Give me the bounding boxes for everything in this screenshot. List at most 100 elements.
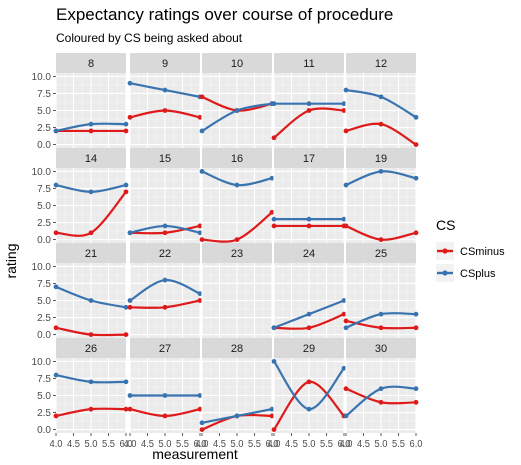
y-tick-label: 5.0 xyxy=(37,296,51,307)
data-point-CSminus xyxy=(162,304,168,310)
facet-strip-label: 12 xyxy=(375,58,387,70)
x-tick-label: 5.5 xyxy=(176,439,189,450)
legend-entry-CSplus: CSplus xyxy=(436,264,496,282)
data-point-CSplus xyxy=(162,393,168,398)
x-tick-label: 4.0 xyxy=(268,439,281,450)
data-point-CSplus xyxy=(197,291,203,297)
y-tick-label: 2.5 xyxy=(37,123,51,134)
data-point-CSminus xyxy=(123,189,129,195)
facet-panel-8: 8 0.0 2.5 5.0 7.5 10.0 xyxy=(32,53,129,151)
y-tick-label: 2.5 xyxy=(37,313,51,324)
data-point-CSminus xyxy=(343,128,349,134)
data-point-CSplus xyxy=(162,277,168,283)
x-tick-label: 6.0 xyxy=(338,439,351,450)
facet-panel-27: 27 4.0 4.5 5.0 5.5 6.0 xyxy=(124,338,207,450)
data-point-CSplus xyxy=(343,413,349,419)
data-point-CSplus xyxy=(343,325,349,331)
facet-panel-29: 29 4.0 4.5 5.0 5.5 6.0 xyxy=(268,338,351,450)
facet-strip xyxy=(346,148,416,168)
x-tick-label: 6.0 xyxy=(410,439,423,450)
facet-strip xyxy=(202,53,272,73)
data-point-CSplus xyxy=(306,406,312,412)
data-point-CSplus xyxy=(271,101,277,107)
data-point-CSminus xyxy=(269,413,275,419)
data-point-CSplus xyxy=(162,223,168,229)
facet-strip-label: 11 xyxy=(303,58,314,70)
y-tick-label: 5.0 xyxy=(37,106,51,117)
facet-strip-label: 29 xyxy=(303,343,315,355)
facet-strip xyxy=(274,148,344,168)
x-tick-label: 4.0 xyxy=(50,439,63,450)
x-tick-label: 5.5 xyxy=(248,439,261,450)
x-tick-label: 6.0 xyxy=(194,439,207,450)
y-tick-label: 0.0 xyxy=(37,140,51,151)
data-point-CSplus xyxy=(271,359,277,364)
x-tick-label: 5.0 xyxy=(159,439,172,450)
legend-label: CSplus xyxy=(460,268,496,280)
data-point-CSminus xyxy=(413,399,419,405)
facet-strip-label: 25 xyxy=(375,248,387,260)
facet-strip-label: 24 xyxy=(303,248,315,260)
data-point-CSplus xyxy=(234,413,240,419)
data-point-CSminus xyxy=(271,135,277,141)
facet-strip-label: 19 xyxy=(375,153,387,165)
facet-strip-label: 17 xyxy=(303,153,315,165)
data-point-CSplus xyxy=(123,379,129,385)
y-tick-label: 2.5 xyxy=(37,218,51,229)
facet-strip-label: 14 xyxy=(85,153,97,165)
facet-panel-21: 21 0.0 2.5 5.0 7.5 10.0 xyxy=(32,243,129,341)
data-point-CSplus xyxy=(234,108,240,113)
data-point-CSminus xyxy=(127,114,133,120)
data-point-CSminus xyxy=(341,311,347,317)
data-point-CSminus xyxy=(413,325,419,331)
data-point-CSplus xyxy=(199,169,205,174)
facet-panel-11: 11 xyxy=(271,53,347,148)
data-point-CSplus xyxy=(234,182,240,188)
x-tick-label: 5.5 xyxy=(320,439,333,450)
facet-strip-label: 10 xyxy=(231,58,243,70)
facet-panel-17: 17 xyxy=(271,148,347,243)
y-tick-label: 2.5 xyxy=(37,408,51,419)
y-tick-label: 10.0 xyxy=(32,72,52,83)
data-point-CSplus xyxy=(123,121,129,127)
x-tick-label: 5.5 xyxy=(102,439,115,450)
facet-strip xyxy=(202,148,272,168)
data-point-CSplus xyxy=(199,420,205,426)
y-tick-label: 0.0 xyxy=(37,425,51,436)
data-point-CSplus xyxy=(88,189,94,195)
data-point-CSplus xyxy=(306,101,312,107)
data-point-CSminus xyxy=(53,325,59,331)
data-point-CSminus xyxy=(199,427,205,432)
data-point-CSminus xyxy=(306,379,312,385)
data-point-CSminus xyxy=(123,128,129,134)
x-tick-label: 6.0 xyxy=(120,439,133,450)
facet-strip xyxy=(130,338,200,358)
facet-strip xyxy=(56,338,126,358)
x-tick-label: 4.5 xyxy=(285,439,298,450)
data-point-CSplus xyxy=(53,284,59,290)
y-tick-label: 5.0 xyxy=(37,391,51,402)
data-point-CSminus xyxy=(343,386,349,392)
y-tick-label: 0.0 xyxy=(37,330,51,341)
data-point-CSplus xyxy=(162,87,168,93)
data-point-CSminus xyxy=(53,230,59,236)
x-tick-label: 4.5 xyxy=(141,439,154,450)
facet-strip xyxy=(202,338,272,358)
x-tick-label: 4.0 xyxy=(196,439,209,450)
facet-strip-label: 28 xyxy=(231,343,243,355)
y-tick-label: 10.0 xyxy=(32,167,52,178)
chart-title: Expectancy ratings over course of proced… xyxy=(56,5,394,24)
data-point-CSminus xyxy=(343,318,349,324)
data-point-CSminus xyxy=(378,399,384,405)
data-point-CSplus xyxy=(127,298,133,303)
data-point-CSminus xyxy=(162,413,168,419)
facet-strip xyxy=(56,148,126,168)
x-tick-label: 5.0 xyxy=(303,439,316,450)
x-tick-label: 4.0 xyxy=(124,439,137,450)
data-point-CSplus xyxy=(197,393,203,398)
facet-strip-label: 16 xyxy=(231,153,243,165)
legend-entry-CSminus: CSminus xyxy=(436,242,505,260)
data-point-CSminus xyxy=(88,128,94,134)
data-point-CSminus xyxy=(271,223,277,229)
data-point-CSminus xyxy=(88,332,94,337)
